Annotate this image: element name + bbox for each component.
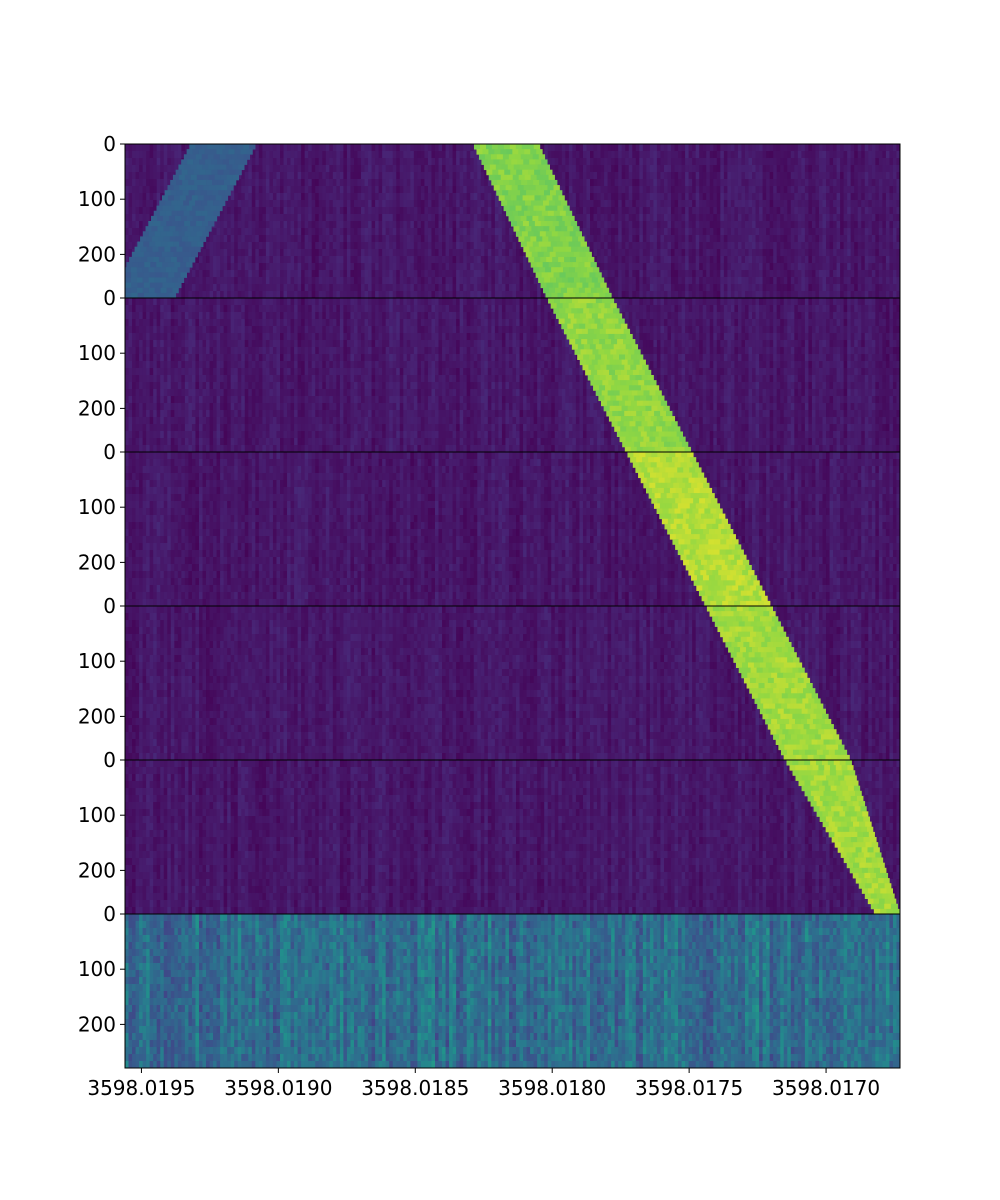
panel-noise [125, 298, 900, 452]
heatmap-panel [125, 144, 900, 298]
y-tick-label: 100 [78, 957, 116, 981]
y-tick-label: 0 [103, 286, 116, 310]
y-tick-label: 200 [78, 704, 116, 728]
y-tick-label: 100 [78, 803, 116, 827]
heatmap-panel [125, 606, 900, 760]
y-tick-label: 0 [103, 902, 116, 926]
y-tick-label: 100 [78, 649, 116, 673]
y-tick-label: 200 [78, 858, 116, 882]
panel-noise [125, 760, 900, 914]
heatmap-panel [125, 452, 900, 606]
y-tick-label: 0 [103, 132, 116, 156]
y-tick-label: 100 [78, 341, 116, 365]
x-tick-label: 3598.0185 [361, 1076, 469, 1100]
panel-noise [125, 452, 900, 606]
y-tick-label: 200 [78, 550, 116, 574]
y-tick-label: 100 [78, 495, 116, 519]
heatmap-panels [125, 144, 900, 1068]
heatmap-panel [125, 914, 900, 1068]
y-tick-label: 0 [103, 748, 116, 772]
heatmap-panel [125, 298, 900, 452]
x-tick-label: 3598.0180 [498, 1076, 606, 1100]
x-tick-label: 3598.0170 [772, 1076, 880, 1100]
y-tick-label: 100 [78, 187, 116, 211]
y-tick-label: 0 [103, 594, 116, 618]
y-tick-label: 200 [78, 1012, 116, 1036]
panel-noise [125, 914, 900, 1068]
y-tick-label: 200 [78, 396, 116, 420]
x-tick-label: 3598.0195 [87, 1076, 195, 1100]
heatmap-panel [125, 760, 900, 914]
y-tick-label: 0 [103, 440, 116, 464]
y-tick-label: 200 [78, 242, 116, 266]
x-tick-label: 3598.0175 [635, 1076, 743, 1100]
x-tick-label: 3598.0190 [224, 1076, 332, 1100]
